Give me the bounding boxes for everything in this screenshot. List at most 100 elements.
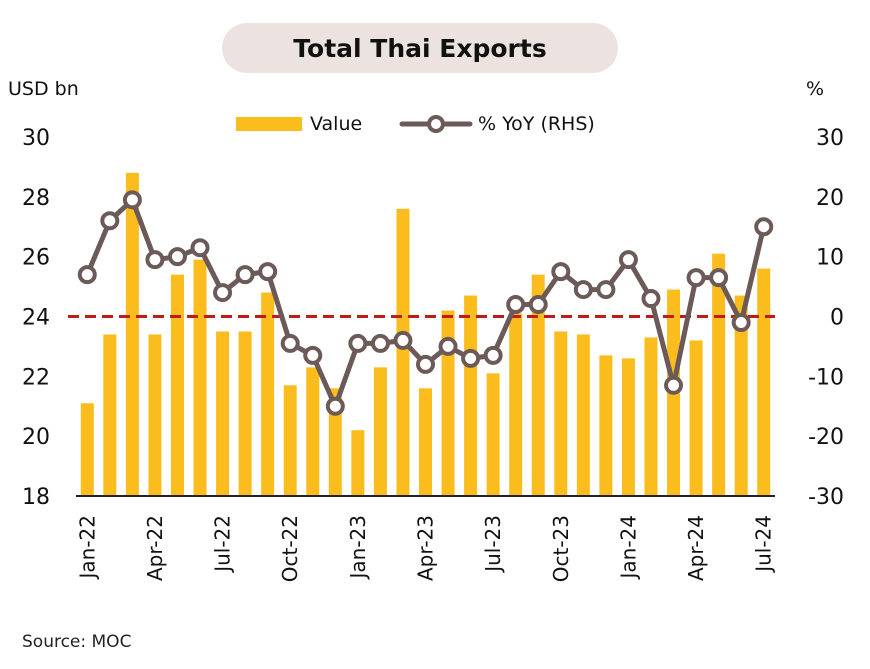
yoy-point-Feb-23 [370,333,390,353]
yoy-point-Jan-24 [618,250,638,270]
yoy-point-Jul-24 [754,217,774,237]
legend-label-yoy: % YoY (RHS) [478,113,595,135]
bar-Nov-22 [306,367,320,496]
yoy-point-Aug-23 [506,295,526,315]
left-tick-18: 18 [22,485,50,510]
yoy-point-Apr-24 [686,268,706,288]
x-tick-Oct-22: Oct-22 [278,515,302,582]
legend-swatch-value [236,117,302,131]
yoy-line [84,197,767,409]
yoy-point-Jun-23 [461,348,481,368]
bar-Feb-23 [373,367,387,496]
yoy-point-Oct-22 [280,333,300,353]
yoy-point-Mar-22 [122,190,142,210]
yoy-point-May-23 [438,336,458,356]
left-tick-24: 24 [22,306,50,331]
x-tick-Jul-23: Jul-23 [481,515,505,574]
x-tick-Jan-23: Jan-23 [346,515,370,581]
left-tick-26: 26 [22,246,50,271]
bar-Jun-22 [193,259,207,496]
bar-Dec-22 [328,388,342,496]
x-tick-Oct-23: Oct-23 [549,515,573,582]
yoy-point-Apr-23 [416,354,435,374]
bar-Oct-22 [283,385,297,496]
yoy-point-Mar-24 [664,375,684,395]
yoy-point-Jun-22 [190,238,210,258]
right-tick-10: 10 [816,246,844,271]
yoy-point-Sep-23 [528,295,548,315]
yoy-point-Apr-22 [145,250,165,270]
bar-Mar-23 [396,208,410,497]
yoy-point-Jul-22 [213,283,233,303]
legend-label-value: Value [310,113,362,135]
bar-Jan-22 [80,403,94,496]
source-note: Source: MOC [22,632,132,652]
yoy-point-Jul-23 [483,345,503,365]
right-tick--30: -30 [808,485,844,510]
line-series-yoy [77,190,774,416]
right-tick--10: -10 [808,365,844,390]
right-y-axis: -30 -20 -10 0 10 20 30 [808,126,844,510]
x-tick-Apr-24: Apr-24 [684,515,708,581]
legend-marker-yoy [427,115,445,133]
yoy-point-Jan-22 [77,265,97,285]
bar-Jan-23 [351,430,365,496]
yoy-point-Nov-22 [303,345,323,365]
bar-Oct-23 [554,331,568,496]
x-tick-Jul-24: Jul-24 [752,515,776,574]
x-tick-Jul-22: Jul-22 [211,515,235,574]
yoy-point-Aug-22 [235,265,255,285]
bar-Sep-22 [261,292,275,496]
bar-Aug-23 [509,313,523,496]
bar-May-22 [170,274,184,496]
left-tick-28: 28 [22,186,50,211]
yoy-point-Jun-24 [731,312,751,332]
yoy-point-Jan-23 [348,333,368,353]
chart-title: Total Thai Exports [222,23,618,73]
bar-Jun-24 [734,295,748,496]
right-tick--20: -20 [808,425,844,450]
bar-Mar-22 [125,172,139,496]
bar-Apr-22 [148,334,162,496]
x-tick-Apr-22: Apr-22 [143,515,167,581]
bar-series-value [80,172,771,497]
bar-Nov-23 [576,334,590,496]
yoy-point-May-22 [167,247,187,267]
yoy-point-Nov-23 [573,280,593,300]
x-axis: Jan-22 Apr-22 Jul-22 Oct-22 Jan-23 Apr-23 Jul-… [75,515,775,582]
bar-Jul-22 [216,331,230,496]
bar-May-23 [441,310,455,496]
bar-Sep-23 [531,274,545,496]
right-axis-unit: % [806,78,825,100]
left-axis-unit: USD bn [8,78,79,100]
left-y-axis: 18 20 22 24 26 28 30 [22,126,50,510]
x-tick-Jan-24: Jan-24 [616,515,640,581]
bar-Apr-24 [689,340,703,496]
bar-May-24 [712,253,726,496]
right-tick-30: 30 [816,126,844,151]
bar-Feb-22 [103,334,117,496]
yoy-point-Feb-24 [641,289,661,309]
yoy-point-Oct-23 [551,262,571,282]
left-tick-20: 20 [22,425,50,450]
x-tick-Jan-22: Jan-22 [75,515,99,581]
bar-Jul-24 [757,268,771,496]
bar-Jul-23 [486,373,500,496]
right-tick-20: 20 [816,186,844,211]
yoy-point-Mar-23 [393,330,413,350]
bar-Jun-23 [464,295,478,496]
yoy-point-May-24 [709,268,729,288]
bar-Aug-22 [238,331,252,496]
yoy-point-Dec-22 [325,396,345,416]
yoy-point-Sep-22 [258,262,278,282]
right-tick-0: 0 [830,306,844,331]
left-tick-22: 22 [22,365,50,390]
x-tick-Apr-23: Apr-23 [414,515,438,581]
legend: Value % YoY (RHS) [236,113,595,135]
yoy-point-Feb-22 [100,211,120,231]
bar-Apr-23 [419,388,432,496]
bar-Feb-24 [644,337,658,496]
bar-Jan-24 [621,358,635,496]
yoy-point-Dec-23 [596,280,616,300]
